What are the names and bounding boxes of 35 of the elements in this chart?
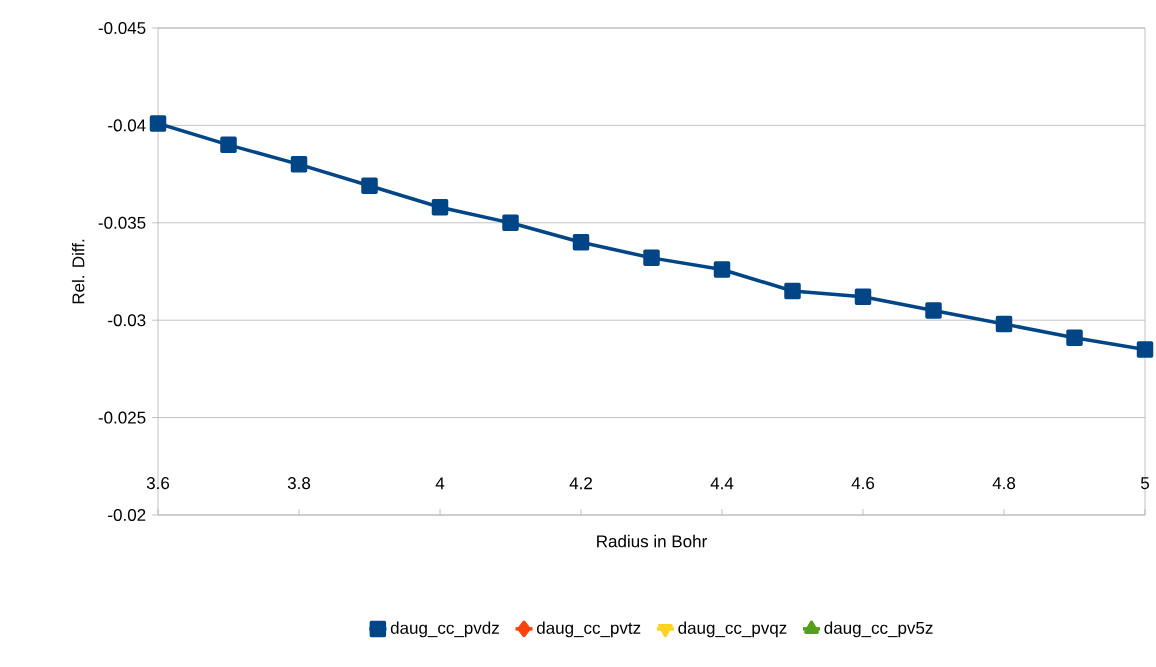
point [784, 282, 801, 300]
point [572, 234, 590, 251]
x-tick-label: 3.6 [146, 477, 170, 490]
point [643, 249, 660, 267]
x-tick-label: 4 [435, 477, 445, 490]
point [502, 214, 519, 232]
y-axis-title: Rel. Diff. [71, 239, 85, 304]
y-tick-label: -0.03 [108, 314, 146, 327]
legend-label: daug_cc_pvtz [536, 621, 641, 638]
legend-label: daug_cc_pvqz [678, 621, 787, 638]
point [854, 288, 872, 306]
x-tick-label: 3.8 [287, 477, 311, 490]
x-tick-label: 4.2 [569, 477, 592, 490]
x-axis-title: Radius in Bohr [597, 534, 707, 548]
x-tick-label: 5 [1140, 477, 1150, 490]
x-tick-label: 4.4 [710, 477, 734, 490]
point [1136, 341, 1154, 358]
point [290, 156, 308, 173]
y-tick-label: -0.02 [108, 508, 146, 522]
point [1066, 329, 1083, 346]
point [995, 315, 1013, 333]
x-tick-label: 4.8 [992, 477, 1016, 490]
x-tick-label: 4.6 [851, 477, 875, 490]
point [220, 136, 237, 154]
point [361, 177, 378, 195]
y-tick-label: -0.025 [98, 411, 146, 424]
y-tick-label: -0.035 [98, 216, 146, 229]
point [713, 261, 731, 278]
legend-label: daug_cc_pvdz [390, 621, 499, 638]
y-tick-label: -0.04 [108, 119, 146, 132]
point [149, 115, 167, 132]
legend-label: daug_cc_pv5z [824, 621, 933, 638]
point [431, 198, 449, 216]
y-tick-label: -0.045 [98, 21, 146, 35]
point [925, 302, 942, 319]
